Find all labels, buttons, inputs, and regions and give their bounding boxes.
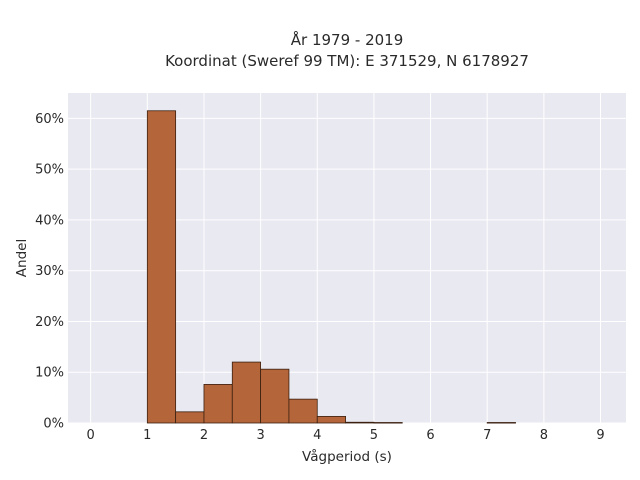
x-axis-label: Vågperiod (s) bbox=[302, 448, 392, 465]
histogram-bar bbox=[486, 422, 516, 424]
histogram-bar bbox=[260, 368, 290, 424]
y-tick-label: 20% bbox=[35, 315, 64, 330]
y-tick-label: 50% bbox=[35, 163, 64, 178]
x-tick-label: 1 bbox=[143, 428, 151, 443]
x-tick-label: 3 bbox=[256, 428, 264, 443]
plot-area: 0% 10% 20% 30% 40% 50% 60% 0 1 2 3 4 5 6 7 8 9 bbox=[35, 93, 626, 443]
histogram-bar bbox=[175, 411, 205, 424]
chart-title-line2: Koordinat (Sweref 99 TM): E 371529, N 61… bbox=[165, 52, 529, 70]
x-tick-label: 0 bbox=[87, 428, 95, 443]
histogram-bar bbox=[203, 384, 233, 424]
chart-title-line1: År 1979 - 2019 bbox=[291, 30, 404, 49]
x-tick-label: 2 bbox=[200, 428, 208, 443]
x-tick-label: 5 bbox=[370, 428, 378, 443]
histogram-bar bbox=[316, 415, 346, 424]
x-tick-label: 8 bbox=[540, 428, 548, 443]
y-tick-label: 0% bbox=[43, 417, 64, 432]
x-tick-label: 7 bbox=[483, 428, 491, 443]
y-tick-label: 10% bbox=[35, 366, 64, 381]
y-axis-label: Andel bbox=[14, 239, 30, 277]
x-tick-label: 9 bbox=[596, 428, 604, 443]
histogram-bar bbox=[146, 110, 177, 424]
x-tick-label: 6 bbox=[426, 428, 434, 443]
x-tick-label: 4 bbox=[313, 428, 321, 443]
histogram-bar bbox=[231, 361, 262, 424]
y-tick-label: 60% bbox=[35, 112, 64, 127]
y-tick-label: 40% bbox=[35, 213, 64, 228]
histogram-bar bbox=[288, 398, 318, 424]
histogram-bar bbox=[345, 421, 375, 424]
histogram-bar bbox=[373, 422, 403, 424]
y-tick-label: 30% bbox=[35, 264, 64, 279]
